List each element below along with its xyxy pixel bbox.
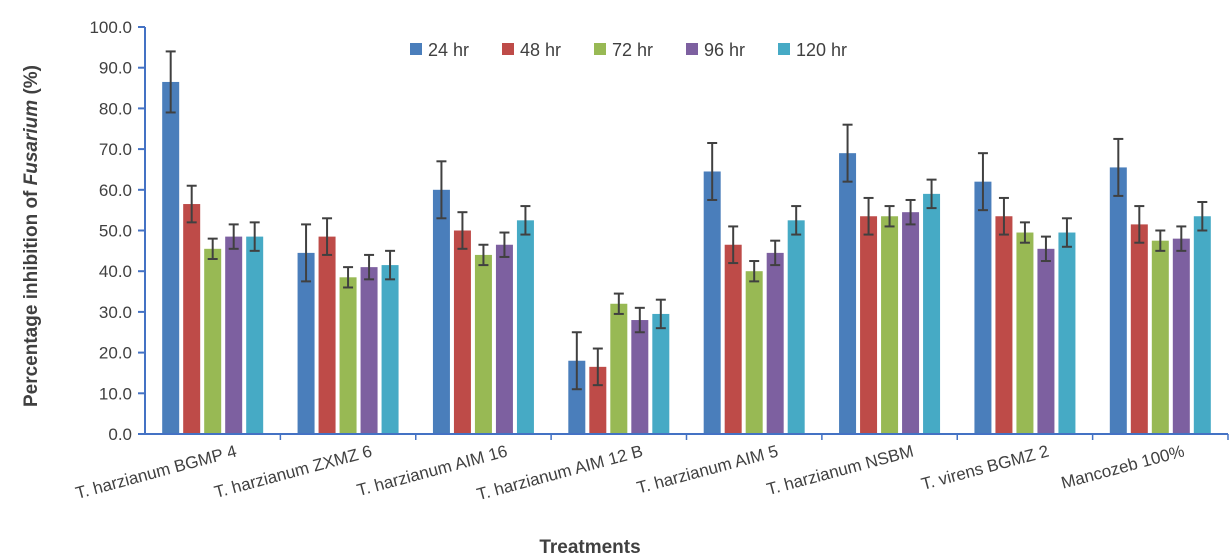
bar <box>1058 232 1076 434</box>
bar <box>839 153 857 435</box>
bar <box>881 216 899 434</box>
bar <box>339 277 357 434</box>
x-tick-label: T. harzianum AIM 5 <box>635 442 780 498</box>
bar <box>724 244 742 434</box>
y-tick-labels: 0.0 10.0 20.0 30.0 40.0 50.0 60.0 70.0 80.0 90.0 1… <box>89 18 132 444</box>
x-tick-label: T. harzianum NSBM <box>765 442 916 499</box>
x-tick-labels: T. harzianum BGMP 4T. harzianum ZXMZ 6T.… <box>73 442 1186 505</box>
y-axis-title-italic: Fusarium <box>21 100 42 186</box>
x-axis-title: Treatments <box>539 537 640 557</box>
legend-swatch <box>778 43 790 55</box>
legend-swatch <box>410 43 422 55</box>
x-tick-label: T. virens BGMZ 2 <box>919 442 1051 494</box>
legend-label: 72 hr <box>612 40 653 60</box>
legend-label: 120 hr <box>796 40 847 60</box>
bars-layer <box>162 81 1211 435</box>
bar <box>162 81 180 434</box>
y-tick-label: 10.0 <box>99 384 132 403</box>
bar <box>610 303 628 434</box>
bar <box>516 220 534 434</box>
y-axis-title-suffix: (%) <box>21 65 42 100</box>
bar <box>225 236 243 434</box>
legend: 24 hr 48 hr 72 hr 96 hr 120 hr <box>410 40 847 60</box>
bar <box>974 181 992 434</box>
bar <box>631 320 649 434</box>
bar <box>568 360 586 434</box>
bar <box>1037 248 1055 434</box>
bar <box>1109 167 1127 435</box>
legend-label: 24 hr <box>428 40 469 60</box>
bar <box>204 248 222 434</box>
legend-swatch <box>594 43 606 55</box>
bar <box>860 216 878 434</box>
bar <box>1016 232 1034 434</box>
y-axis-title: Percentage inhibition of Fusarium (%) <box>21 65 42 407</box>
bar <box>995 216 1013 434</box>
bar <box>360 267 378 434</box>
error-bars-layer <box>165 50 1208 391</box>
bar <box>787 220 805 434</box>
y-tick-label: 90.0 <box>99 59 132 78</box>
legend-swatch <box>686 43 698 55</box>
bar <box>495 244 513 434</box>
bar <box>246 236 264 434</box>
y-tick-label: 0.0 <box>108 425 132 444</box>
legend-label: 48 hr <box>520 40 561 60</box>
bar <box>902 212 920 434</box>
y-axis-title-prefix: Percentage inhibition of <box>21 185 42 407</box>
bar <box>318 236 336 434</box>
y-tick-label: 20.0 <box>99 344 132 363</box>
bar <box>381 265 399 434</box>
bar <box>474 254 492 434</box>
bar <box>745 271 763 434</box>
y-tick-label: 50.0 <box>99 222 132 241</box>
bar <box>703 171 721 435</box>
bar <box>297 252 315 434</box>
bar <box>1193 216 1211 434</box>
x-tick-label: Mancozeb 100% <box>1059 442 1186 493</box>
y-tick-label: 100.0 <box>89 18 132 37</box>
y-tick-label: 60.0 <box>99 181 132 200</box>
bar <box>183 204 201 434</box>
bar <box>1172 238 1190 434</box>
bar <box>589 366 607 434</box>
bar <box>453 230 471 434</box>
axes-layer <box>138 26 1229 440</box>
bar <box>1151 240 1169 434</box>
bar <box>766 252 784 434</box>
y-tick-label: 40.0 <box>99 262 132 281</box>
bar <box>923 193 941 434</box>
bar <box>1130 224 1148 434</box>
y-tick-label: 80.0 <box>99 99 132 118</box>
y-tick-label: 30.0 <box>99 303 132 322</box>
x-tick-label: T. harzianum ZXMZ 6 <box>212 442 374 502</box>
y-tick-label: 70.0 <box>99 140 132 159</box>
bar <box>432 189 450 434</box>
bar <box>652 313 670 434</box>
legend-label: 96 hr <box>704 40 745 60</box>
legend-swatch <box>502 43 514 55</box>
